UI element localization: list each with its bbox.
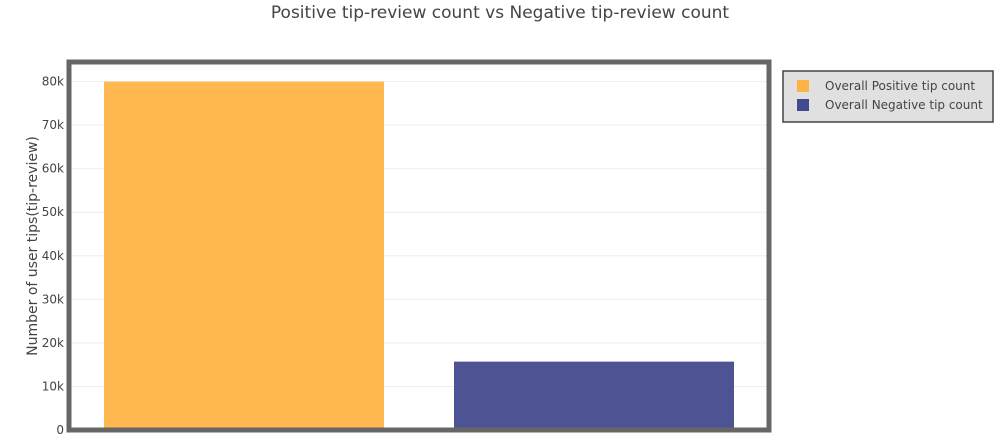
y-tick-label: 10k [42,379,64,393]
y-tick-label: 80k [42,75,64,89]
y-tick-label: 20k [42,336,64,350]
y-tick-labels: 0 10k 20k 30k 40k 50k 60k 70k 80k [42,75,64,437]
y-tick-label: 0 [56,423,64,437]
plot-border [66,59,772,433]
legend-swatch [797,80,809,92]
bar-negative[interactable] [454,361,734,430]
bars [104,81,734,431]
bar-positive[interactable] [104,81,384,431]
legend-label[interactable]: Overall Positive tip count [825,79,975,93]
y-axis-title: Number of user tips(tip-review) [25,136,41,356]
y-tick-label: 50k [42,205,64,219]
legend-swatch [797,99,809,111]
legend-label[interactable]: Overall Negative tip count [825,98,983,112]
y-tick-label: 70k [42,118,64,132]
legend: Overall Positive tip count Overall Negati… [782,70,994,123]
y-tick-label: 40k [42,249,64,263]
y-tick-label: 30k [42,292,64,306]
chart-title: Positive tip-review count vs Negative ti… [271,3,729,23]
y-tick-label: 60k [42,162,64,176]
legend-box [782,70,994,123]
